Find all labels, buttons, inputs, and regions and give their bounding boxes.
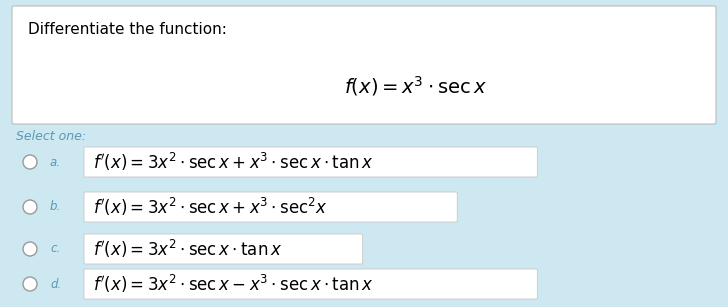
Text: a.: a. xyxy=(50,156,61,169)
FancyBboxPatch shape xyxy=(84,147,537,177)
Text: $f'(x) = 3x^2 \cdot \mathrm{sec}\, x - x^3 \cdot \mathrm{sec}\, x \cdot \tan x$: $f'(x) = 3x^2 \cdot \mathrm{sec}\, x - x… xyxy=(93,273,373,295)
Circle shape xyxy=(23,155,37,169)
Text: Select one:: Select one: xyxy=(16,130,86,142)
Circle shape xyxy=(23,242,37,256)
Text: c.: c. xyxy=(50,243,60,255)
FancyBboxPatch shape xyxy=(84,192,457,222)
Text: $f'(x) = 3x^2 \cdot \mathrm{sec}\, x \cdot \tan x$: $f'(x) = 3x^2 \cdot \mathrm{sec}\, x \cd… xyxy=(93,238,282,260)
Text: $f(x) = x^3 \cdot \mathrm{sec}\, x$: $f(x) = x^3 \cdot \mathrm{sec}\, x$ xyxy=(344,74,486,98)
Text: Differentiate the function:: Differentiate the function: xyxy=(28,22,227,37)
Circle shape xyxy=(23,200,37,214)
FancyBboxPatch shape xyxy=(84,234,363,264)
FancyBboxPatch shape xyxy=(12,6,716,124)
Text: $f'(x) = 3x^2 \cdot \mathrm{sec}\, x + x^3 \cdot \mathrm{sec}^2 x$: $f'(x) = 3x^2 \cdot \mathrm{sec}\, x + x… xyxy=(93,196,328,218)
Text: b.: b. xyxy=(50,200,61,213)
Circle shape xyxy=(23,277,37,291)
Text: $f'(x) = 3x^2 \cdot \mathrm{sec}\, x + x^3 \cdot \mathrm{sec}\, x \cdot \tan x$: $f'(x) = 3x^2 \cdot \mathrm{sec}\, x + x… xyxy=(93,151,373,173)
Text: d.: d. xyxy=(50,278,61,290)
FancyBboxPatch shape xyxy=(84,269,537,299)
